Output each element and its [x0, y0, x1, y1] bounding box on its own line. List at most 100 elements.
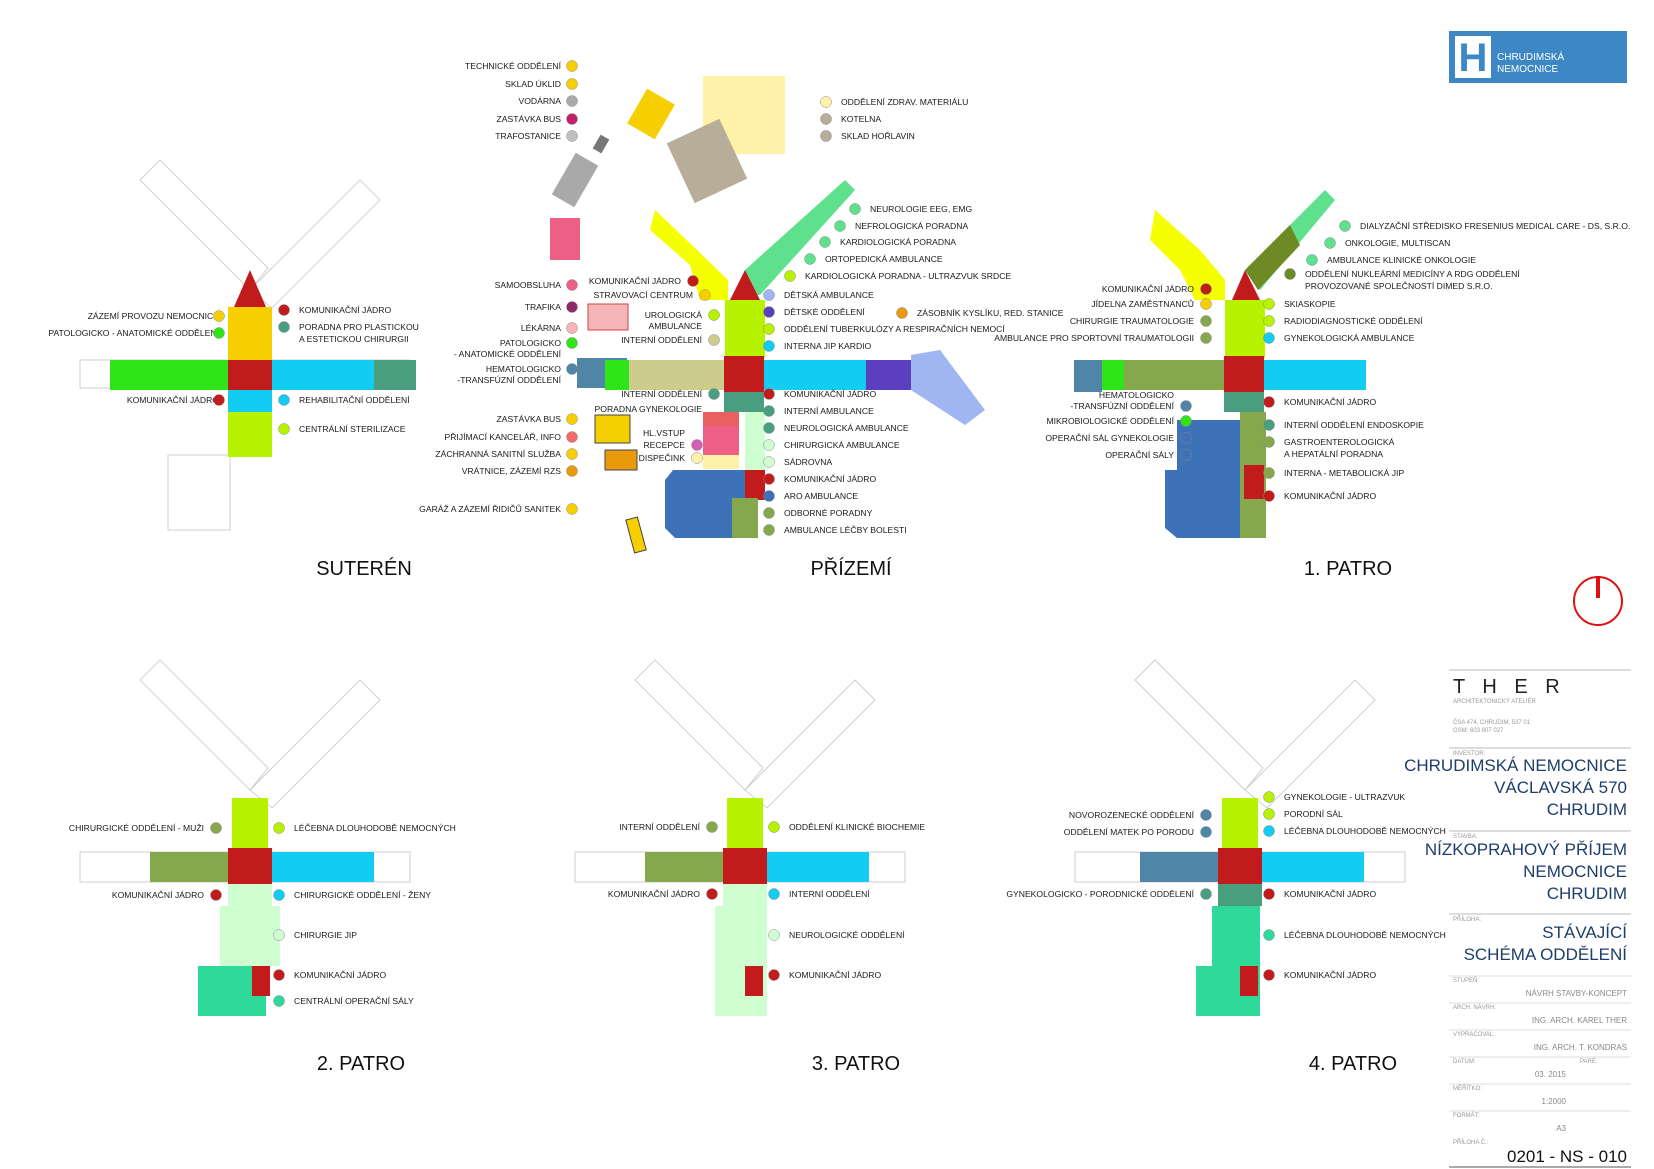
legend-label: ODDĚLENÍ TUBERKULÓZY A RESPIRAČNÍCH NEMO…: [784, 324, 1005, 334]
legend-dot-icon: [896, 307, 908, 319]
block: [703, 420, 739, 460]
legend-dot-icon: [708, 309, 720, 321]
legend-dot-icon: [566, 279, 578, 291]
legend-label: INTERNÍ ODDĚLENÍ: [789, 889, 870, 899]
legend-dot-icon: [1263, 332, 1275, 344]
legend-dot-icon: [768, 929, 780, 941]
legend-label: KOMUNIKAČNÍ JÁDRO: [299, 305, 391, 315]
legend-label: SKIASKOPIE: [1284, 299, 1336, 309]
legend-dot-icon: [566, 465, 578, 477]
legend-dot-icon: [1324, 237, 1336, 249]
legend-dot-icon: [763, 490, 775, 502]
legend-label: ZÁCHRANNÁ SANITNÍ SLUŽBA: [435, 449, 561, 459]
legend-dot-icon: [784, 270, 796, 282]
legend-dot-icon: [1306, 254, 1318, 266]
drafted-label: VYPRACOVAL:: [1453, 1032, 1495, 1038]
legend-label: GYNEKOLOGICKÁ AMBULANCE: [1284, 333, 1415, 343]
legend-dot-icon: [210, 889, 222, 901]
legend-dot-icon: [213, 394, 225, 406]
legend-label: PORODNÍ SÁL: [1284, 809, 1343, 819]
block: [723, 848, 767, 884]
legend-dot-icon: [763, 473, 775, 485]
legend-label: PATOLOGICKO - ANATOMICKÉ ODDĚLENÍ: [48, 328, 219, 338]
block: [374, 360, 416, 390]
legend-dot-icon: [1263, 969, 1275, 981]
legend-label: ODDĚLENÍ NUKLEÁRNÍ MEDICÍNY A RDG ODDĚLE…: [1305, 269, 1520, 279]
drawing-number: 0201 - NS - 010: [1507, 1147, 1627, 1166]
legend-label: UROLOGICKÁ: [645, 310, 703, 320]
legend-label: TRAFIKA: [525, 302, 562, 312]
legend-dot-icon: [1263, 825, 1275, 837]
legend-label: CHIRURGICKÁ AMBULANCE: [784, 440, 900, 450]
legend-dot-icon: [691, 452, 703, 464]
legend-label: CHIRURGIE JIP: [294, 930, 357, 940]
panel-title: 4. PATRO: [1309, 1053, 1397, 1075]
block: [665, 470, 745, 538]
legend-label: ZASTÁVKA BUS: [497, 414, 562, 424]
legend-dot-icon: [1263, 298, 1275, 310]
legend-label: HEMATOLOGICKO: [486, 364, 561, 374]
legend-dot-icon: [819, 236, 831, 248]
legend-label: PATOLOGICKO: [500, 338, 561, 348]
legend-dot-icon: [278, 394, 290, 406]
legend-dot-icon: [1263, 791, 1275, 803]
panel-suteren: SUTERÉN: [79, 159, 416, 580]
drafted-value: ING. ARCH. T. KONDRAS: [1534, 1043, 1627, 1052]
legend-label: SKLAD HOŘLAVIN: [841, 131, 915, 141]
block: [627, 88, 675, 140]
legend-label: LÉČEBNA DLOUHODOBĚ NEMOCNÝCH: [1284, 826, 1446, 836]
copy-label: PARÉ:: [1580, 1058, 1598, 1065]
legend-label: TECHNICKÉ ODDĚLENÍ: [465, 61, 562, 71]
block: [228, 884, 272, 906]
block: [715, 906, 767, 1016]
legend-dot-icon: [1200, 826, 1212, 838]
legend-label: PROVOZOVANÉ SPOLEČNOSTÍ DIMED S.R.O.: [1305, 281, 1493, 291]
block: [272, 852, 374, 882]
legend-dot-icon: [566, 60, 578, 72]
legend-label: NEUROLOGIE EEG, EMG: [870, 204, 973, 214]
legend-dot-icon: [763, 422, 775, 434]
legend-dot-icon: [273, 822, 285, 834]
legend-label: CENTRÁLNÍ STERILIZACE: [299, 424, 406, 434]
block: [767, 852, 869, 882]
block: [228, 360, 272, 390]
format-label: FORMÁT:: [1453, 1112, 1480, 1119]
legend-label: GYNEKOLOGIE - ULTRAZVUK: [1284, 792, 1405, 802]
legend-label: LÉKÁRNA: [521, 323, 561, 333]
project-line: CHRUDIM: [1547, 884, 1627, 903]
legend-dot-icon: [566, 130, 578, 142]
block: [272, 360, 374, 390]
legend-dot-icon: [763, 456, 775, 468]
block: [594, 414, 631, 444]
block: [650, 210, 728, 300]
block: [745, 470, 765, 500]
legend-dot-icon: [1200, 332, 1212, 344]
format-value: A3: [1556, 1124, 1566, 1133]
logo-letter: H: [1459, 36, 1488, 80]
legend-dot-icon: [1200, 315, 1212, 327]
legend-dot-icon: [1263, 490, 1275, 502]
block: [550, 218, 580, 260]
legend-dot-icon: [1263, 467, 1275, 479]
legend-label: KOTELNA: [841, 114, 881, 124]
block: [592, 134, 610, 154]
legend-label: STRAVOVACÍ CENTRUM: [594, 290, 693, 300]
block: [1102, 360, 1124, 390]
legend-label: ZÁZEMÍ PROVOZU NEMOCNICE: [88, 311, 220, 321]
legend-label: KARDIOLOGICKÁ PORADNA: [840, 237, 956, 247]
block: [745, 180, 855, 295]
legend-dot-icon: [708, 334, 720, 346]
block: [587, 303, 629, 331]
legend-label: KOMUNIKAČNÍ JÁDRO: [784, 389, 876, 399]
legend-dot-icon: [566, 95, 578, 107]
legend-label: KOMUNIKAČNÍ JÁDRO: [1284, 397, 1376, 407]
panel-patro2: 2. PATRO: [79, 659, 411, 1075]
legend-label: DIALYZAČNÍ STŘEDISKO FRESENIUS MEDICAL C…: [1360, 221, 1630, 231]
legend-label: PORADNA PRO PLASTICKOU: [299, 322, 419, 332]
investor-line: CHRUDIM: [1547, 800, 1627, 819]
legend-dot-icon: [213, 327, 225, 339]
legend-dot-icon: [708, 388, 720, 400]
legend-dot-icon: [1180, 415, 1192, 427]
drawing-line: STÁVAJÍCÍ: [1542, 923, 1627, 942]
legend-dot-icon: [566, 337, 578, 349]
